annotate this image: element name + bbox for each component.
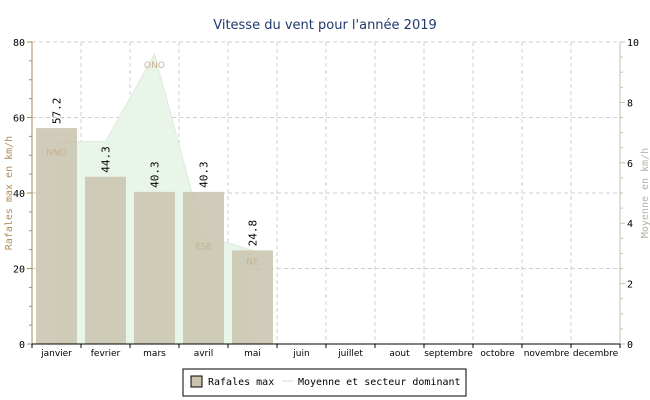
category-label-mars: mars [143, 349, 166, 359]
tick-label-left: 60 [13, 114, 25, 125]
category-label-avril: avril [194, 349, 214, 359]
gust-bars-layer [36, 128, 273, 344]
legend-swatch-gusts [190, 375, 203, 388]
category-label-janvier: janvier [40, 349, 72, 359]
bar-value-label-mars: 40.3 [149, 161, 162, 188]
tick-label-right: 6 [627, 159, 633, 170]
legend-label-mean: Moyenne et secteur dominant [298, 377, 461, 388]
axes: 0 20 40 60 80 0 2 4 6 8 10 janvier fevrier mars avril m… [13, 38, 639, 359]
bar-value-label-avril: 40.3 [198, 161, 211, 188]
category-label-decembre: decembre [573, 349, 619, 359]
tick-label-left: 80 [13, 38, 25, 49]
category-label-septembre: septembre [424, 349, 473, 359]
legend-label-gusts: Rafales max [208, 377, 274, 388]
tick-label-left: 40 [13, 189, 25, 200]
direction-label-avril: ESE [195, 242, 212, 252]
category-label-juillet: juillet [337, 349, 363, 359]
tick-label-right: 2 [627, 280, 633, 291]
gust-bar-janvier [36, 128, 77, 344]
tick-label-right: 8 [627, 98, 633, 109]
category-label-juin: juin [292, 349, 309, 359]
data-labels-layer: NNO ONO ESE NE 57.2 44.3 40.3 40.3 24.8 [46, 61, 259, 267]
bar-value-label-fevrier: 44.3 [100, 146, 113, 173]
bar-value-label-mai: 24.8 [247, 220, 260, 247]
tick-label-right: 0 [627, 340, 633, 351]
gust-bar-fevrier [85, 176, 126, 344]
gust-bar-avril [183, 191, 224, 344]
bar-value-label-janvier: 57.2 [51, 98, 64, 125]
category-label-novembre: novembre [524, 349, 570, 359]
category-label-aout: aout [389, 349, 410, 359]
direction-label-mai: NE [246, 257, 259, 267]
gust-bar-mai [232, 250, 273, 344]
tick-label-right: 4 [627, 219, 633, 230]
y-axis-right-label: Moyenne en km/h [640, 148, 650, 238]
category-label-mai: mai [244, 349, 261, 359]
category-label-fevrier: fevrier [91, 349, 121, 359]
tick-label-right: 10 [627, 38, 639, 49]
y-axis-left-label: Rafales max en km/h [4, 136, 15, 250]
legend-box [182, 368, 467, 397]
tick-label-left: 0 [19, 340, 25, 351]
direction-label-janvier: NNO [46, 149, 67, 159]
category-label-octobre: octobre [480, 349, 515, 359]
chart-title: Vitesse du vent pour l'année 2019 [213, 18, 437, 33]
direction-label-mars: ONO [144, 61, 165, 71]
legend: Rafales max Moyenne et secteur dominant [182, 368, 467, 397]
gust-bar-mars [134, 191, 175, 344]
tick-label-left: 20 [13, 265, 25, 276]
